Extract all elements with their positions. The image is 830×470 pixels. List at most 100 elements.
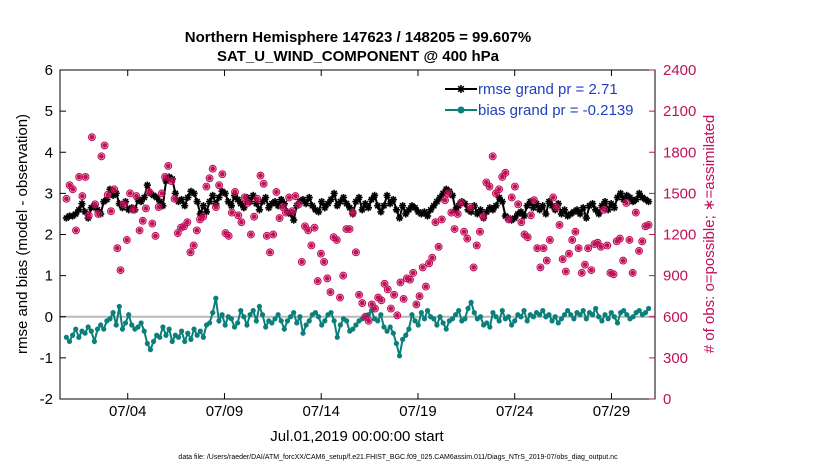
rmse-point bbox=[209, 191, 217, 200]
obs-possible-marker bbox=[517, 218, 526, 227]
bias-point bbox=[406, 326, 412, 332]
obs-assimilated-marker bbox=[86, 212, 92, 218]
y-axis-left-label: rmse and bias (model - observation) bbox=[14, 114, 31, 354]
bias-point bbox=[200, 334, 206, 340]
star-stroke bbox=[601, 198, 609, 205]
obs-assimilated-marker bbox=[627, 237, 632, 243]
rmse-point bbox=[355, 193, 363, 202]
bias-point bbox=[602, 312, 608, 318]
y-left-tick-label: 1 bbox=[45, 268, 53, 285]
bias-point bbox=[91, 338, 98, 345]
star-stroke bbox=[424, 212, 431, 220]
star-stroke bbox=[334, 237, 340, 243]
data-file-footnote: data file: /Users/raeder/DAI/ATM_forcXX/… bbox=[178, 454, 618, 461]
obs-assimilated-marker bbox=[378, 297, 384, 303]
star-stroke bbox=[626, 194, 634, 201]
star-stroke bbox=[286, 195, 292, 200]
rmse-point bbox=[255, 206, 264, 214]
star-stroke bbox=[175, 230, 181, 236]
star-stroke bbox=[262, 194, 269, 201]
star-stroke bbox=[255, 196, 260, 202]
bias-point bbox=[412, 318, 418, 324]
bias-point bbox=[182, 338, 188, 345]
obs-possible-marker bbox=[434, 242, 443, 251]
star-stroke bbox=[325, 276, 330, 281]
obs-count-point bbox=[288, 207, 297, 216]
obs-count-point bbox=[297, 257, 306, 266]
obs-count-point bbox=[453, 209, 462, 218]
obs-assimilated-marker bbox=[401, 296, 407, 302]
star-stroke bbox=[172, 196, 177, 202]
y-left-tick-label: 5 bbox=[45, 103, 53, 120]
obs-assimilated-marker bbox=[121, 201, 127, 207]
obs-possible-marker bbox=[138, 216, 147, 225]
obs-assimilated-marker bbox=[569, 237, 575, 243]
obs-possible-marker bbox=[526, 211, 535, 220]
obs-assimilated-marker bbox=[630, 270, 636, 276]
star-stroke bbox=[204, 184, 209, 189]
obs-possible-marker bbox=[145, 188, 154, 196]
obs-assimilated-marker bbox=[471, 265, 477, 270]
obs-count-point bbox=[103, 190, 112, 199]
obs-possible-marker bbox=[574, 244, 583, 253]
bias-point bbox=[272, 316, 278, 322]
bias-point bbox=[76, 334, 82, 340]
star-stroke bbox=[561, 206, 568, 213]
star-stroke bbox=[573, 229, 578, 235]
star-stroke bbox=[426, 261, 432, 266]
star-stroke bbox=[533, 200, 540, 207]
rmse-point bbox=[305, 193, 313, 202]
obs-possible-marker bbox=[638, 237, 647, 246]
x-tick-label: 07/24 bbox=[496, 403, 534, 420]
obs-assimilated-marker bbox=[305, 227, 311, 233]
obs-count-point bbox=[250, 212, 259, 221]
obs-assimilated-marker bbox=[417, 293, 422, 299]
obs-possible-marker bbox=[383, 285, 392, 294]
obs-possible-marker bbox=[211, 203, 220, 212]
x-tick-label: 07/09 bbox=[206, 403, 244, 420]
star-stroke bbox=[401, 296, 406, 302]
bias-point bbox=[235, 320, 241, 326]
rmse-point bbox=[327, 195, 335, 204]
chart-title: Northern Hemisphere 147623 / 148205 = 99… bbox=[185, 29, 531, 46]
obs-assimilated-marker bbox=[92, 201, 98, 207]
obs-possible-marker bbox=[371, 304, 379, 313]
bias-point bbox=[73, 326, 79, 332]
star-stroke bbox=[490, 154, 495, 159]
obs-assimilated-marker bbox=[448, 210, 454, 215]
star-stroke bbox=[374, 202, 381, 209]
obs-count-point bbox=[546, 236, 554, 244]
obs-count-point bbox=[444, 189, 453, 198]
obs-count-point bbox=[126, 189, 135, 198]
obs-possible-marker bbox=[393, 311, 402, 320]
obs-possible-marker bbox=[577, 268, 586, 277]
obs-possible-marker bbox=[501, 168, 510, 177]
obs-possible-marker bbox=[202, 182, 211, 191]
bias-point bbox=[530, 314, 537, 320]
x-tick-label: 07/19 bbox=[399, 403, 437, 420]
obs-count-point bbox=[371, 304, 379, 313]
obs-assimilated-marker bbox=[509, 195, 515, 200]
star-stroke bbox=[421, 208, 428, 215]
bias-point bbox=[409, 312, 415, 318]
obs-count-point bbox=[285, 193, 294, 202]
star-stroke bbox=[299, 259, 305, 265]
obs-assimilated-marker bbox=[219, 171, 225, 177]
bias-point bbox=[583, 316, 589, 322]
obs-possible-marker bbox=[644, 220, 653, 229]
obs-possible-marker bbox=[186, 248, 195, 257]
obs-count-point bbox=[409, 268, 418, 277]
star-stroke bbox=[589, 200, 596, 207]
bias-point bbox=[82, 330, 88, 336]
star-stroke bbox=[207, 176, 212, 181]
obs-assimilated-marker bbox=[452, 226, 457, 232]
star-stroke bbox=[141, 194, 148, 201]
star-stroke bbox=[81, 208, 89, 215]
rmse-point bbox=[78, 200, 86, 208]
obs-assimilated-marker bbox=[620, 258, 626, 263]
obs-possible-marker bbox=[587, 266, 596, 275]
bias-point bbox=[505, 314, 512, 320]
obs-assimilated-marker bbox=[210, 166, 216, 172]
star-stroke bbox=[267, 250, 273, 255]
